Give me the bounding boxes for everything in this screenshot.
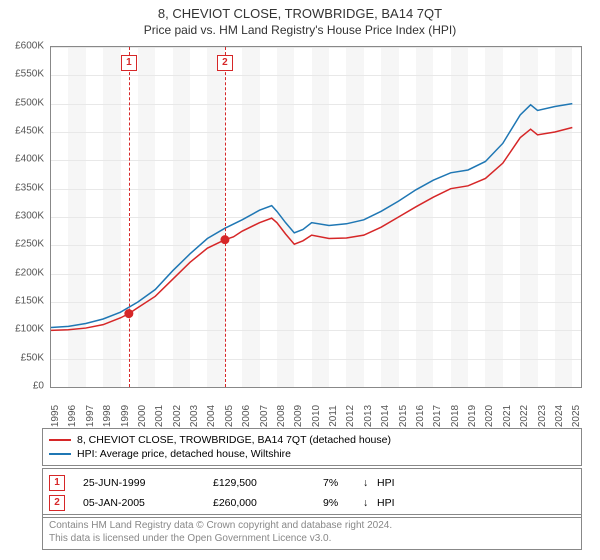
x-tick-label: 2010 bbox=[311, 405, 322, 427]
sale-diff: 7% bbox=[323, 477, 363, 489]
x-tick-label: 2021 bbox=[502, 405, 513, 427]
sale-vs: HPI bbox=[377, 477, 417, 489]
x-tick-label: 2002 bbox=[172, 405, 183, 427]
sale-vs: HPI bbox=[377, 497, 417, 509]
x-tick-label: 2013 bbox=[363, 405, 374, 427]
sale-marker-icon: 2 bbox=[49, 495, 65, 511]
y-tick-label: £300K bbox=[15, 211, 44, 222]
y-tick-label: £0 bbox=[33, 381, 44, 392]
x-tick-label: 1995 bbox=[50, 405, 61, 427]
y-tick-label: £100K bbox=[15, 324, 44, 335]
y-tick-label: £350K bbox=[15, 182, 44, 193]
x-tick-label: 2023 bbox=[537, 405, 548, 427]
legend-label: 8, CHEVIOT CLOSE, TROWBRIDGE, BA14 7QT (… bbox=[77, 434, 391, 446]
copyright-line-2: This data is licensed under the Open Gov… bbox=[49, 532, 575, 545]
legend-swatch bbox=[49, 439, 71, 441]
y-tick-label: £600K bbox=[15, 41, 44, 52]
x-tick-label: 1999 bbox=[120, 405, 131, 427]
x-tick-label: 2011 bbox=[328, 405, 339, 427]
chart-subtitle: Price paid vs. HM Land Registry's House … bbox=[0, 21, 600, 41]
x-tick-label: 1997 bbox=[85, 405, 96, 427]
x-tick-label: 2007 bbox=[259, 405, 270, 427]
y-tick-label: £450K bbox=[15, 126, 44, 137]
sale-row: 2 05-JAN-2005£260,0009%↓HPI bbox=[49, 493, 575, 513]
y-tick-label: £150K bbox=[15, 296, 44, 307]
x-tick-label: 2018 bbox=[450, 405, 461, 427]
x-tick-label: 1996 bbox=[67, 405, 78, 427]
legend-row: 8, CHEVIOT CLOSE, TROWBRIDGE, BA14 7QT (… bbox=[49, 433, 575, 447]
sale-arrow: ↓ bbox=[363, 497, 377, 509]
x-tick-label: 2025 bbox=[571, 405, 582, 427]
y-tick-label: £400K bbox=[15, 154, 44, 165]
chart-plot-area: 12 bbox=[50, 46, 582, 388]
x-tick-label: 2024 bbox=[554, 405, 565, 427]
sale-arrow: ↓ bbox=[363, 477, 377, 489]
y-axis: £0£50K£100K£150K£200K£250K£300K£350K£400… bbox=[0, 46, 48, 386]
x-tick-label: 2022 bbox=[519, 405, 530, 427]
sale-marker-box: 1 bbox=[121, 55, 137, 71]
sale-marker-icon: 1 bbox=[49, 475, 65, 491]
x-tick-label: 2019 bbox=[467, 405, 478, 427]
copyright-line-1: Contains HM Land Registry data © Crown c… bbox=[49, 519, 575, 532]
y-tick-label: £500K bbox=[15, 97, 44, 108]
x-tick-label: 2005 bbox=[224, 405, 235, 427]
x-tick-label: 2014 bbox=[380, 405, 391, 427]
sale-marker-vline bbox=[225, 47, 226, 387]
x-tick-label: 2003 bbox=[189, 405, 200, 427]
sale-date: 05-JAN-2005 bbox=[83, 497, 213, 509]
sale-price: £260,000 bbox=[213, 497, 323, 509]
sale-date: 25-JUN-1999 bbox=[83, 477, 213, 489]
x-tick-label: 2012 bbox=[345, 405, 356, 427]
x-tick-label: 2001 bbox=[154, 405, 165, 427]
sales-table: 1 25-JUN-1999£129,5007%↓HPI 2 05-JAN-2005£2… bbox=[42, 468, 582, 518]
legend-label: HPI: Average price, detached house, Wilt… bbox=[77, 448, 291, 460]
y-tick-label: £200K bbox=[15, 267, 44, 278]
y-tick-label: £50K bbox=[21, 352, 44, 363]
legend-box: 8, CHEVIOT CLOSE, TROWBRIDGE, BA14 7QT (… bbox=[42, 428, 582, 466]
x-tick-label: 2006 bbox=[241, 405, 252, 427]
legend-swatch bbox=[49, 453, 71, 455]
y-tick-label: £550K bbox=[15, 69, 44, 80]
x-tick-label: 2016 bbox=[415, 405, 426, 427]
chart-title: 8, CHEVIOT CLOSE, TROWBRIDGE, BA14 7QT bbox=[0, 0, 600, 21]
x-axis: 1995 1996 1997 1998 1999 2000 2001 2002 2003 2004… bbox=[50, 388, 580, 424]
sale-marker-vline bbox=[129, 47, 130, 387]
sale-price: £129,500 bbox=[213, 477, 323, 489]
copyright-box: Contains HM Land Registry data © Crown c… bbox=[42, 514, 582, 550]
sale-diff: 9% bbox=[323, 497, 363, 509]
x-tick-label: 2009 bbox=[293, 405, 304, 427]
chart-svg bbox=[51, 47, 581, 387]
chart-container: 8, CHEVIOT CLOSE, TROWBRIDGE, BA14 7QT P… bbox=[0, 0, 600, 560]
y-tick-label: £250K bbox=[15, 239, 44, 250]
x-tick-label: 2020 bbox=[484, 405, 495, 427]
sale-row: 1 25-JUN-1999£129,5007%↓HPI bbox=[49, 473, 575, 493]
x-tick-label: 2015 bbox=[398, 405, 409, 427]
sale-marker-box: 2 bbox=[217, 55, 233, 71]
x-tick-label: 2008 bbox=[276, 405, 287, 427]
legend-row: HPI: Average price, detached house, Wilt… bbox=[49, 447, 575, 461]
x-tick-label: 1998 bbox=[102, 405, 113, 427]
x-tick-label: 2000 bbox=[137, 405, 148, 427]
x-tick-label: 2004 bbox=[206, 405, 217, 427]
x-tick-label: 2017 bbox=[432, 405, 443, 427]
